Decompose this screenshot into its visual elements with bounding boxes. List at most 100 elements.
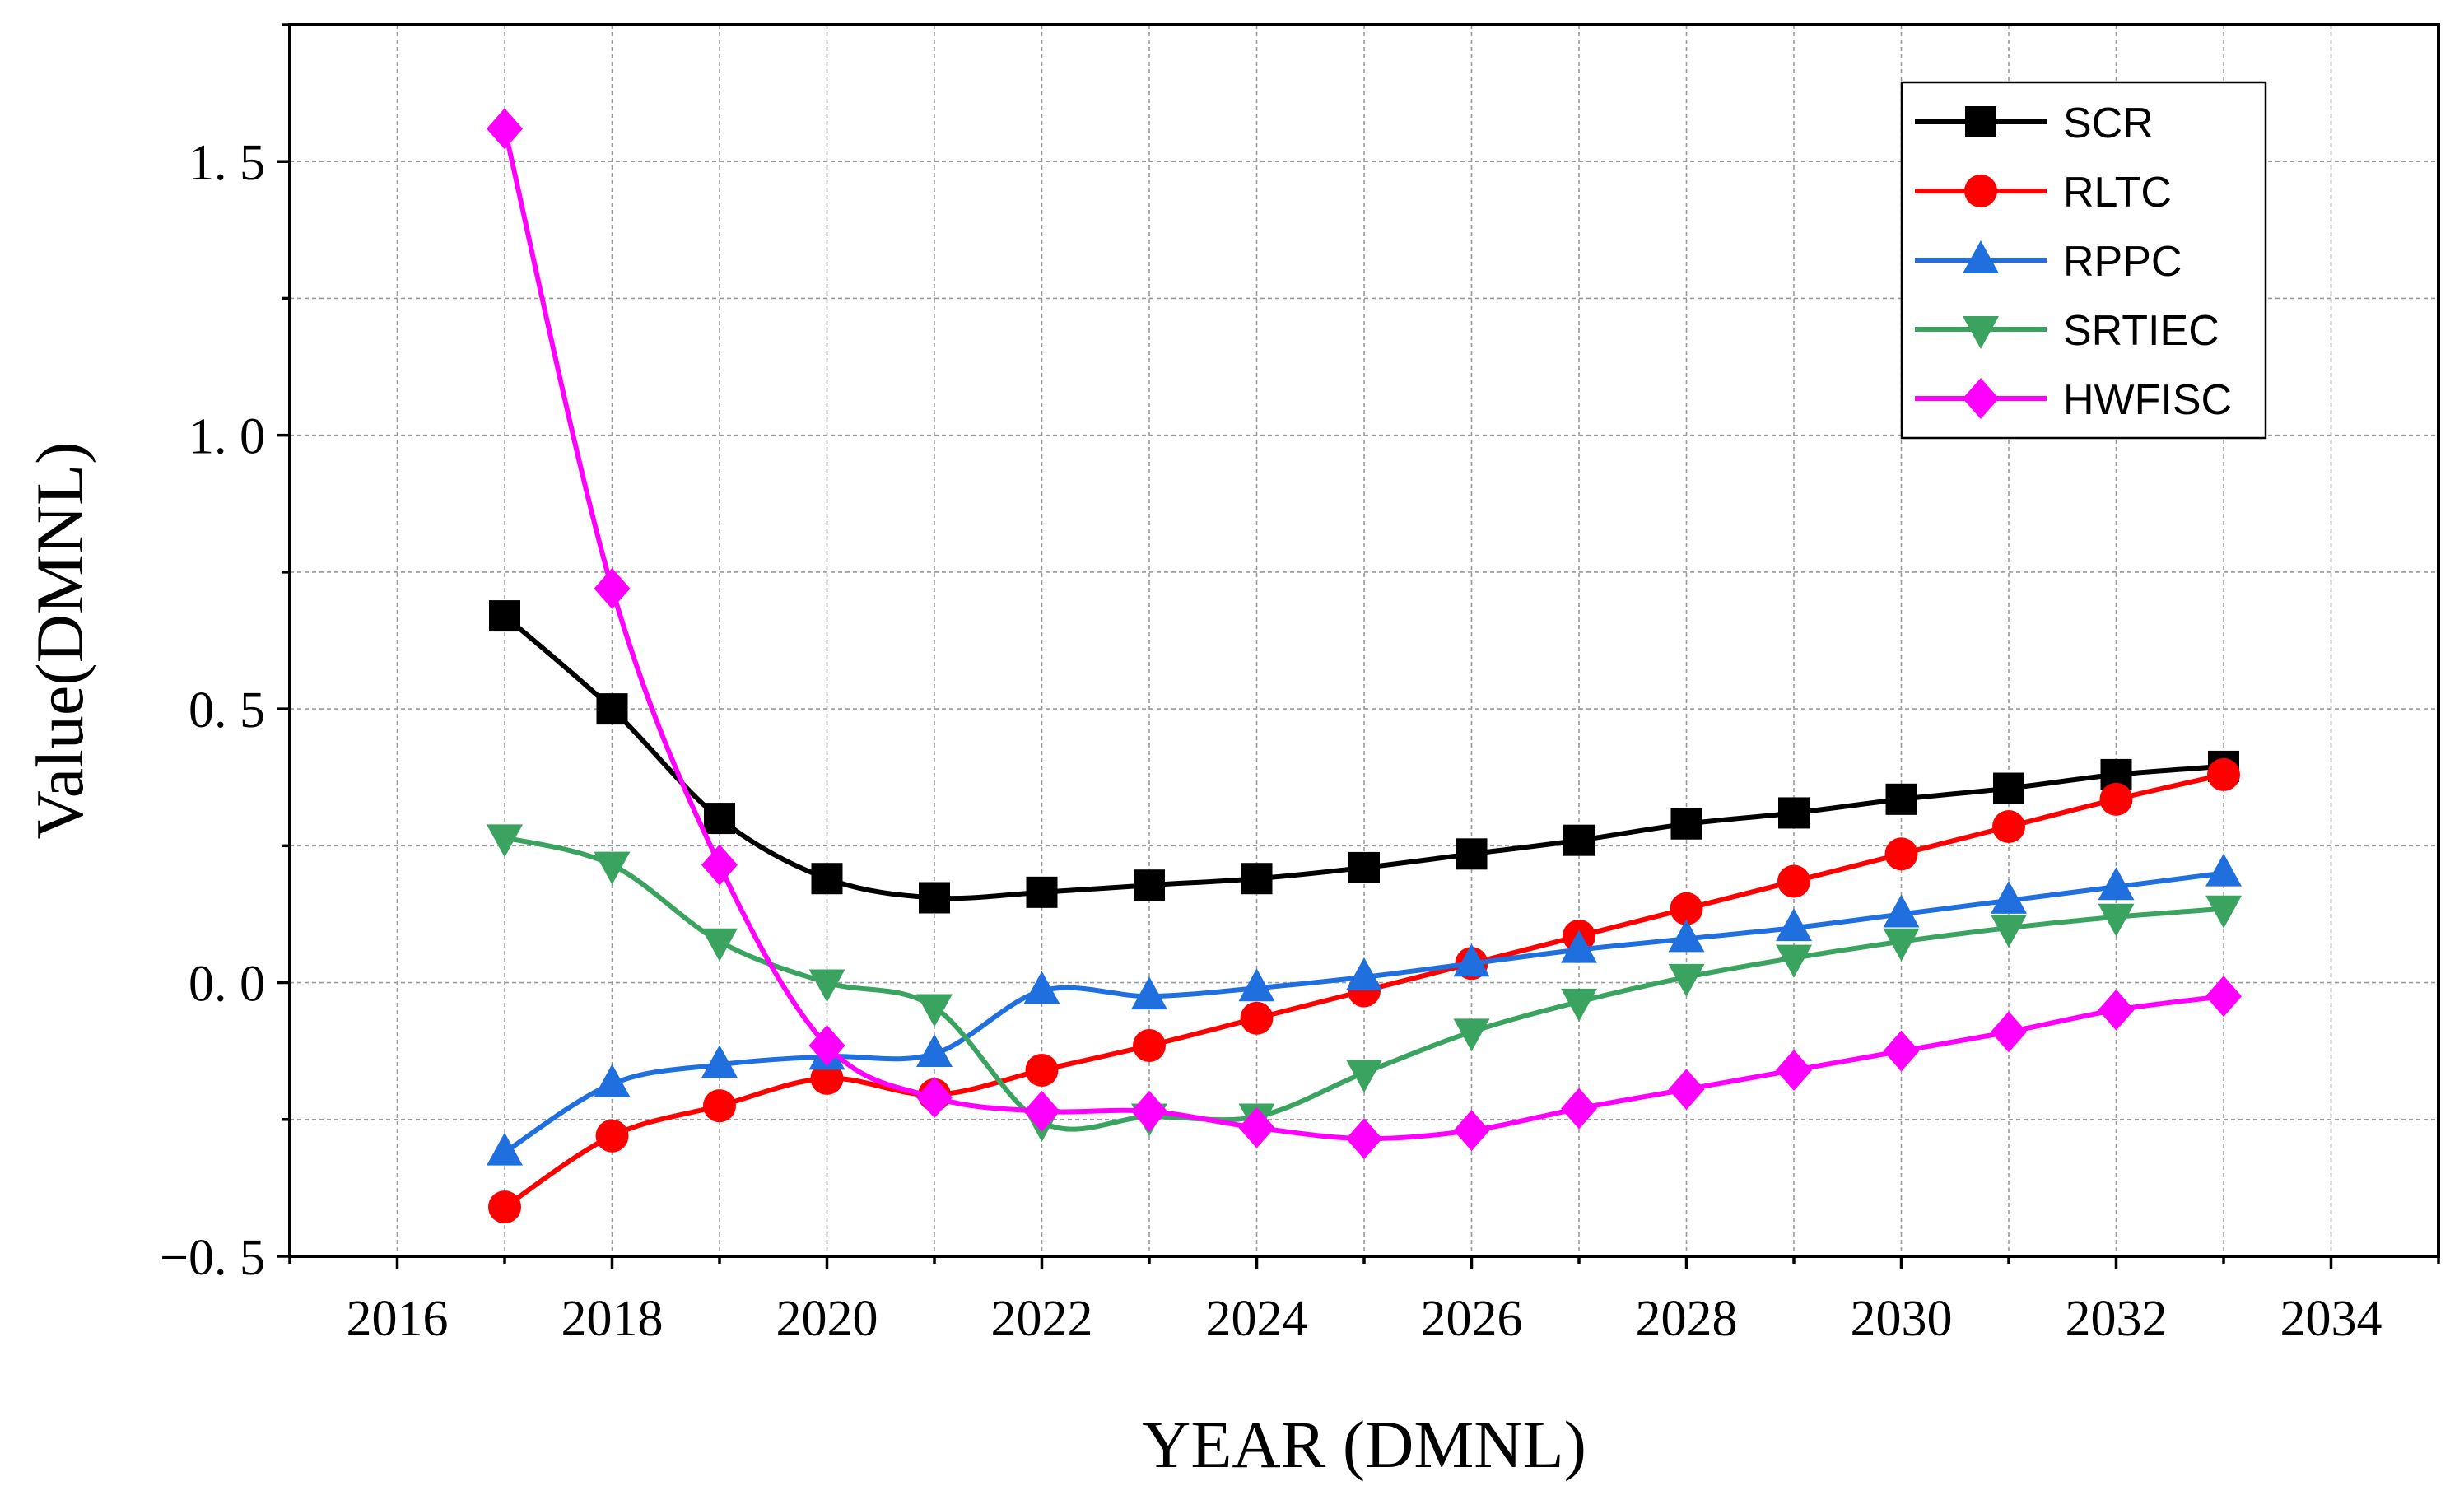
point-marker <box>1456 838 1488 870</box>
point-marker <box>1883 928 1920 962</box>
point-marker <box>916 994 953 1027</box>
x-tick-label: 2026 <box>1421 1291 1523 1347</box>
point-marker <box>1561 988 1597 1022</box>
point-marker <box>487 108 523 150</box>
point-marker <box>1883 894 1920 928</box>
point-marker <box>1993 772 2024 804</box>
point-marker <box>1963 316 1999 349</box>
point-marker <box>2098 903 2135 937</box>
series-scr <box>489 600 2239 914</box>
point-marker <box>594 851 631 885</box>
x-tick-label: 2034 <box>2280 1291 2382 1347</box>
point-marker <box>1776 908 1812 942</box>
point-marker <box>1023 971 1060 1004</box>
point-marker <box>1991 1011 2027 1053</box>
point-marker <box>1026 876 1058 908</box>
point-marker <box>1453 1018 1490 1052</box>
point-marker <box>916 1033 953 1067</box>
point-marker <box>1238 1106 1275 1148</box>
point-marker <box>808 969 845 1003</box>
y-axis-title: Value(DMNL) <box>22 442 97 840</box>
legend-item-srtiec: SRTIEC <box>1915 307 2219 355</box>
x-tick-label: 2020 <box>776 1291 878 1347</box>
point-marker <box>1453 1110 1490 1152</box>
x-tick-label: 2024 <box>1206 1291 1308 1347</box>
legend-item-hwfisc: HWFISC <box>1915 376 2232 424</box>
series-layer <box>487 108 2242 1224</box>
point-marker <box>1963 378 1999 419</box>
legend-box <box>1900 81 2267 440</box>
point-marker <box>595 1119 629 1153</box>
point-marker <box>810 1061 844 1095</box>
y-tick-label: −0. 5 <box>160 1230 265 1286</box>
point-marker <box>1241 863 1273 895</box>
point-marker <box>1668 919 1705 953</box>
point-marker <box>1131 976 1167 1010</box>
point-marker <box>1778 797 1810 829</box>
series-hwfisc <box>487 108 2242 1160</box>
x-tick-label: 2018 <box>561 1291 664 1347</box>
legend: SCR RLTC RPPC SRTIEC HWFISC <box>1900 81 2267 440</box>
point-marker <box>701 1045 738 1078</box>
point-marker <box>594 1064 631 1097</box>
point-marker <box>1668 1069 1705 1111</box>
x-tick-label: 2022 <box>991 1291 1093 1347</box>
point-marker <box>811 863 843 895</box>
point-marker <box>1884 837 1918 871</box>
point-marker <box>1991 915 2027 948</box>
point-marker <box>919 882 950 914</box>
point-marker <box>1346 1060 1382 1093</box>
point-marker <box>1453 943 1490 977</box>
point-marker <box>1131 1090 1167 1132</box>
point-marker <box>487 824 523 858</box>
point-marker <box>1561 1088 1597 1130</box>
x-tick-label: 2028 <box>1636 1291 1738 1347</box>
point-marker <box>594 567 631 609</box>
point-marker <box>2098 867 2135 901</box>
y-tick-label: 1. 0 <box>189 409 265 465</box>
point-marker <box>488 1190 521 1224</box>
point-marker <box>596 693 628 725</box>
point-marker <box>2098 989 2135 1031</box>
point-marker <box>1776 944 1812 978</box>
point-marker <box>916 1077 953 1119</box>
point-marker <box>1134 869 1165 901</box>
point-marker <box>2207 757 2240 791</box>
point-marker <box>1992 810 2025 844</box>
legend-label: RLTC <box>2063 169 2172 217</box>
point-marker <box>1238 968 1275 1002</box>
legend-label: SRTIEC <box>2063 307 2219 355</box>
legend-item-rltc: RLTC <box>1915 169 2172 217</box>
y-tick-label: 0. 0 <box>189 957 265 1013</box>
point-marker <box>1963 240 1999 273</box>
x-tick-label: 2030 <box>1851 1291 1953 1347</box>
point-marker <box>2099 782 2133 816</box>
point-marker <box>2205 895 2242 929</box>
point-marker <box>808 1025 845 1067</box>
x-tick-label: 2016 <box>347 1291 449 1347</box>
point-marker <box>1885 783 1917 815</box>
point-marker <box>701 844 738 886</box>
y-tick-label: 0. 5 <box>189 682 265 738</box>
x-tick-label: 2032 <box>2066 1291 2168 1347</box>
point-marker <box>701 928 738 962</box>
point-marker <box>1348 851 1380 883</box>
point-marker <box>1776 1049 1812 1091</box>
legend-label: RPPC <box>2063 238 2182 286</box>
series-line-srtiec <box>504 835 2224 1132</box>
point-marker <box>1561 929 1597 963</box>
point-marker <box>1670 808 1702 840</box>
point-marker <box>1563 824 1595 856</box>
point-marker <box>1240 1001 1274 1035</box>
point-marker <box>1964 175 1997 207</box>
point-marker <box>1668 963 1705 997</box>
point-marker <box>1023 1090 1060 1132</box>
point-marker <box>489 600 520 632</box>
point-marker <box>1025 1053 1059 1087</box>
point-marker <box>2205 976 2242 1018</box>
point-marker <box>1346 1118 1382 1160</box>
point-marker <box>487 1132 523 1166</box>
legend-label: HWFISC <box>2063 376 2232 424</box>
point-marker <box>704 803 735 835</box>
